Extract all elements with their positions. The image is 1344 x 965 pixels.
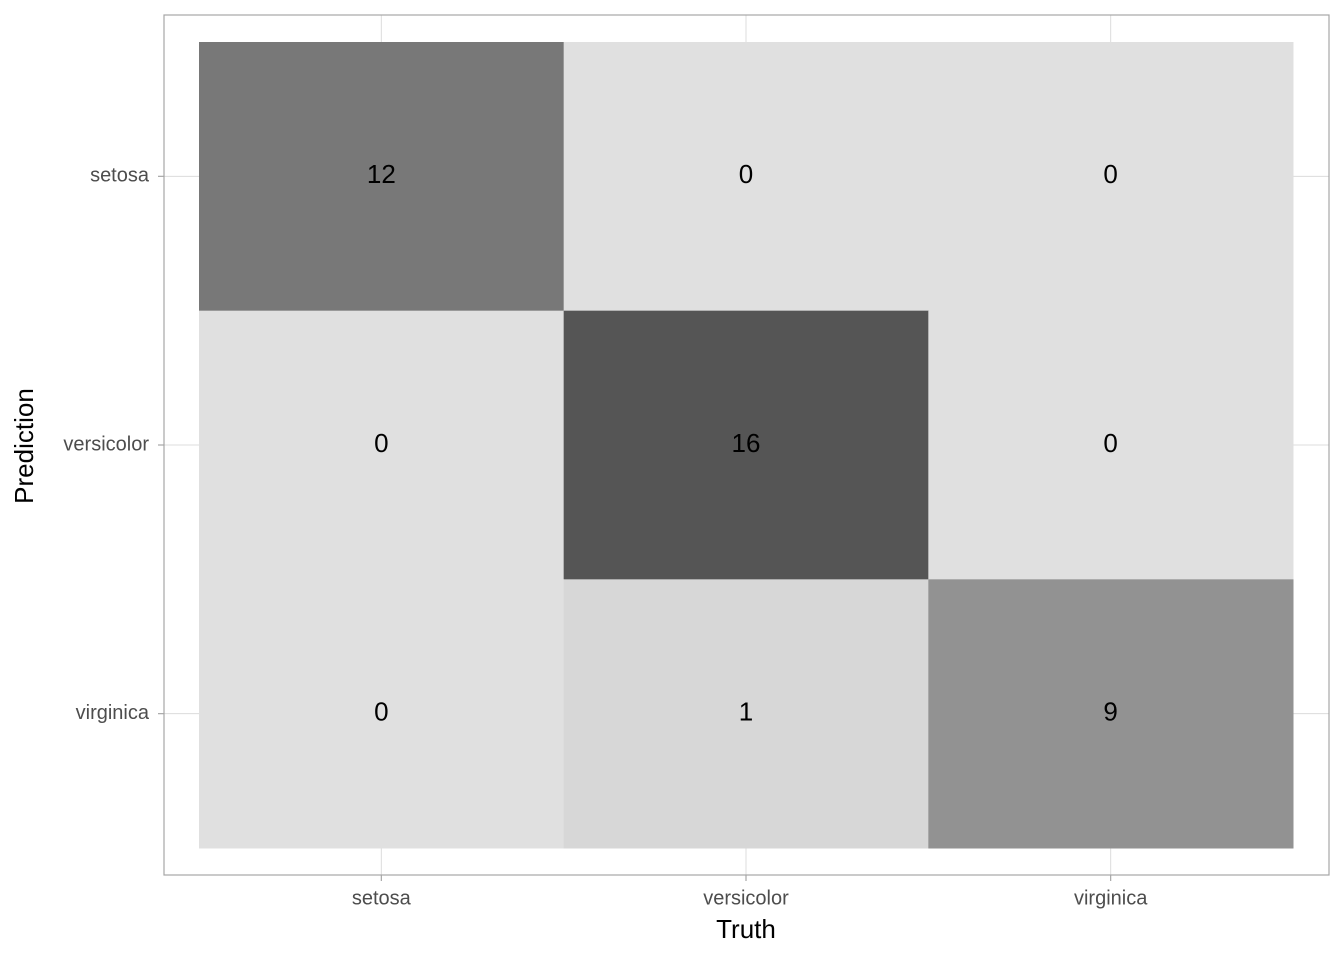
cell-label: 0 [739,159,753,189]
cell [928,42,1294,312]
y-tick-label: setosa [90,165,150,187]
cell-label: 0 [1103,428,1117,458]
cell-label: 0 [374,428,388,458]
x-axis-title: Truth [716,914,776,944]
cell [199,579,565,849]
cell-label: 9 [1103,697,1117,727]
cell-label: 0 [374,697,388,727]
x-tick-label: setosa [352,887,412,909]
cell-label: 12 [367,159,396,189]
y-tick-label: virginica [76,702,150,724]
x-tick-label: virginica [1074,887,1148,909]
cell [563,310,929,580]
y-axis-title: Prediction [9,388,39,504]
cell [928,310,1294,580]
cell [199,42,565,312]
y-tick-label: versicolor [63,433,149,455]
cell [199,310,565,580]
cell-label: 16 [732,428,761,458]
cell [563,42,929,312]
cell [928,579,1294,849]
x-tick-label: versicolor [703,887,789,909]
cell-label: 0 [1103,159,1117,189]
cell [563,579,929,849]
cell-label: 1 [739,697,753,727]
